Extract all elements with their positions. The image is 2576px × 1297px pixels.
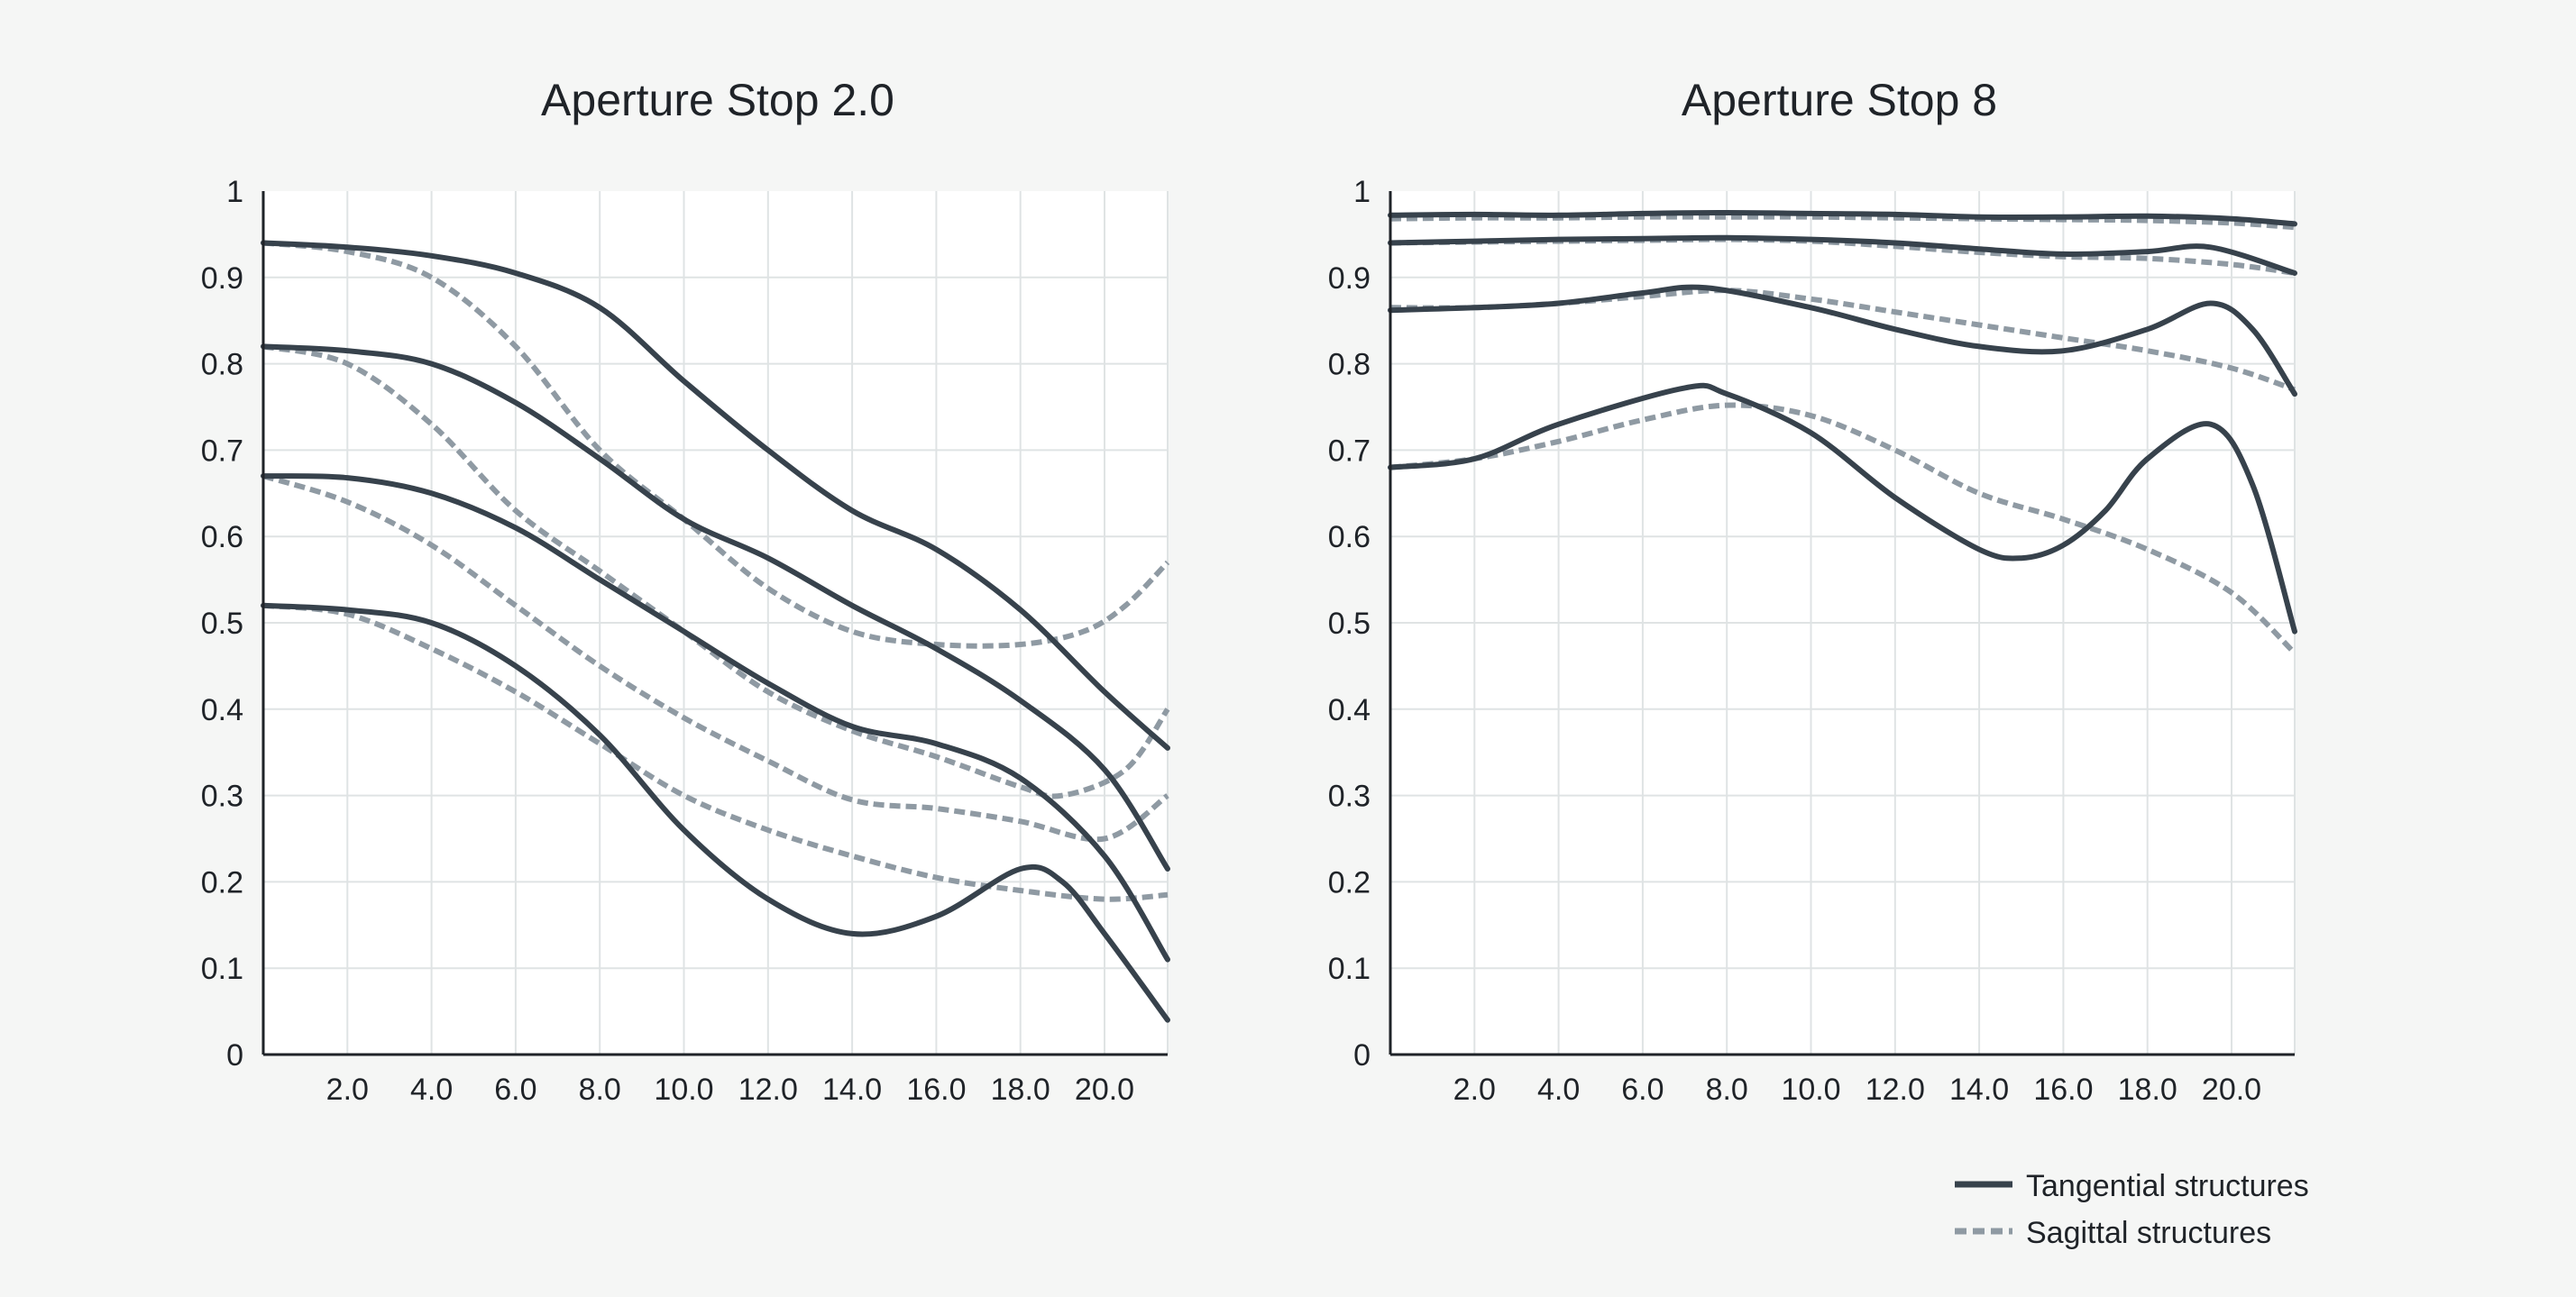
left-x-tick-label: 16.0 xyxy=(906,1073,966,1107)
right-tangential-series-line-3 xyxy=(1388,234,2297,276)
right-sagittal-series-line-2 xyxy=(1389,214,2296,231)
chart-left-x-tick-labels: 2.0 4.0 6.0 8.0 10.0 12.0 14.0 16.0 18.0 20.0 xyxy=(326,1073,1134,1107)
chart-left: Aperture Stop 2.0 0 0.1 0.2 0.3 0.4 0.5 0.6 0.7… xyxy=(201,75,1170,1107)
right-y-tick-label: 0.5 xyxy=(1328,607,1371,641)
chart-right-grid xyxy=(1390,191,2296,1055)
chart-right-series-group xyxy=(1388,210,2297,655)
right-sagittal-series-line-8 xyxy=(1389,402,2297,655)
left-x-tick-label: 10.0 xyxy=(654,1073,713,1107)
left-y-tick-label: 0.3 xyxy=(201,780,243,814)
left-x-tick-label: 2.0 xyxy=(326,1073,369,1107)
left-tangential-series-line-1 xyxy=(261,240,1170,751)
right-x-tick-label: 12.0 xyxy=(1866,1073,1925,1107)
right-x-tick-label: 2.0 xyxy=(1453,1073,1496,1107)
left-y-tick-label: 0.8 xyxy=(201,348,243,382)
chart-right-title: Aperture Stop 8 xyxy=(1682,75,1997,125)
legend-tangential-label: Tangential structures xyxy=(2026,1169,2309,1203)
right-x-tick-label: 4.0 xyxy=(1537,1073,1580,1107)
right-x-tick-label: 10.0 xyxy=(1781,1073,1840,1107)
right-y-tick-label: 0.1 xyxy=(1328,952,1371,986)
left-x-tick-label: 4.0 xyxy=(410,1073,453,1107)
right-x-tick-label: 6.0 xyxy=(1621,1073,1664,1107)
left-y-tick-label: 0.5 xyxy=(201,607,243,641)
chart-left-y-tick-labels: 0 0.1 0.2 0.3 0.4 0.5 0.6 0.7 0.8 0.9 1 xyxy=(201,175,243,1073)
right-tangential-series-line-5 xyxy=(1388,284,2297,397)
chart-left-title: Aperture Stop 2.0 xyxy=(541,75,894,125)
right-x-tick-label: 8.0 xyxy=(1706,1073,1748,1107)
left-x-tick-label: 18.0 xyxy=(991,1073,1050,1107)
right-y-tick-label: 0.6 xyxy=(1328,520,1371,554)
left-sagittal-series-line-8 xyxy=(262,602,1169,902)
right-x-tick-label: 14.0 xyxy=(1949,1073,2009,1107)
right-y-tick-label: 0 xyxy=(1353,1038,1371,1073)
left-y-tick-label: 1 xyxy=(226,175,243,209)
right-y-tick-label: 0.2 xyxy=(1328,865,1371,900)
chart-right-y-tick-labels: 0 0.1 0.2 0.3 0.4 0.5 0.6 0.7 0.8 0.9 1 xyxy=(1328,175,1371,1073)
right-y-tick-label: 0.9 xyxy=(1328,261,1371,296)
right-y-tick-label: 0.4 xyxy=(1328,693,1371,727)
left-tangential-series-line-7 xyxy=(261,602,1170,1023)
chart-right-x-tick-labels: 2.0 4.0 6.0 8.0 10.0 12.0 14.0 16.0 18.0 20.0 xyxy=(1453,1073,2261,1107)
left-y-tick-label: 0.4 xyxy=(201,693,243,727)
left-y-tick-label: 0.9 xyxy=(201,261,243,296)
left-y-tick-label: 0 xyxy=(226,1038,243,1073)
right-x-tick-label: 18.0 xyxy=(2118,1073,2177,1107)
legend: Tangential structures Sagittal structure… xyxy=(1955,1169,2309,1250)
right-tangential-series-line-1 xyxy=(1388,210,2297,227)
left-tangential-series-line-3 xyxy=(261,343,1170,872)
right-y-tick-label: 0.3 xyxy=(1328,780,1371,814)
left-x-tick-label: 6.0 xyxy=(494,1073,536,1107)
right-tangential-series-line-7 xyxy=(1388,382,2297,635)
left-sagittal-series-line-4 xyxy=(262,343,1170,799)
left-sagittal-series-line-6 xyxy=(262,473,1169,843)
left-x-tick-label: 12.0 xyxy=(738,1073,798,1107)
left-y-tick-label: 0.2 xyxy=(201,865,243,900)
left-x-tick-label: 14.0 xyxy=(822,1073,882,1107)
right-y-tick-label: 1 xyxy=(1353,175,1371,209)
left-sagittal-series-line-2 xyxy=(262,240,1170,649)
right-y-tick-label: 0.7 xyxy=(1328,434,1371,468)
left-tangential-series-line-5 xyxy=(261,473,1170,963)
left-y-tick-label: 0.6 xyxy=(201,520,243,554)
left-y-tick-label: 0.7 xyxy=(201,434,243,468)
right-x-tick-label: 16.0 xyxy=(2033,1073,2093,1107)
left-x-tick-label: 8.0 xyxy=(579,1073,621,1107)
right-x-tick-label: 20.0 xyxy=(2202,1073,2261,1107)
right-y-tick-label: 0.8 xyxy=(1328,348,1371,382)
left-y-tick-label: 0.1 xyxy=(201,952,243,986)
legend-sagittal-label: Sagittal structures xyxy=(2026,1216,2271,1250)
chart-right: Aperture Stop 8 0 0.1 0.2 0.3 0.4 0.5 0.6 0.7 0.… xyxy=(1328,75,2297,1107)
chart-left-series-group xyxy=(261,240,1170,1023)
right-sagittal-series-line-6 xyxy=(1389,288,2296,393)
left-x-tick-label: 20.0 xyxy=(1075,1073,1134,1107)
